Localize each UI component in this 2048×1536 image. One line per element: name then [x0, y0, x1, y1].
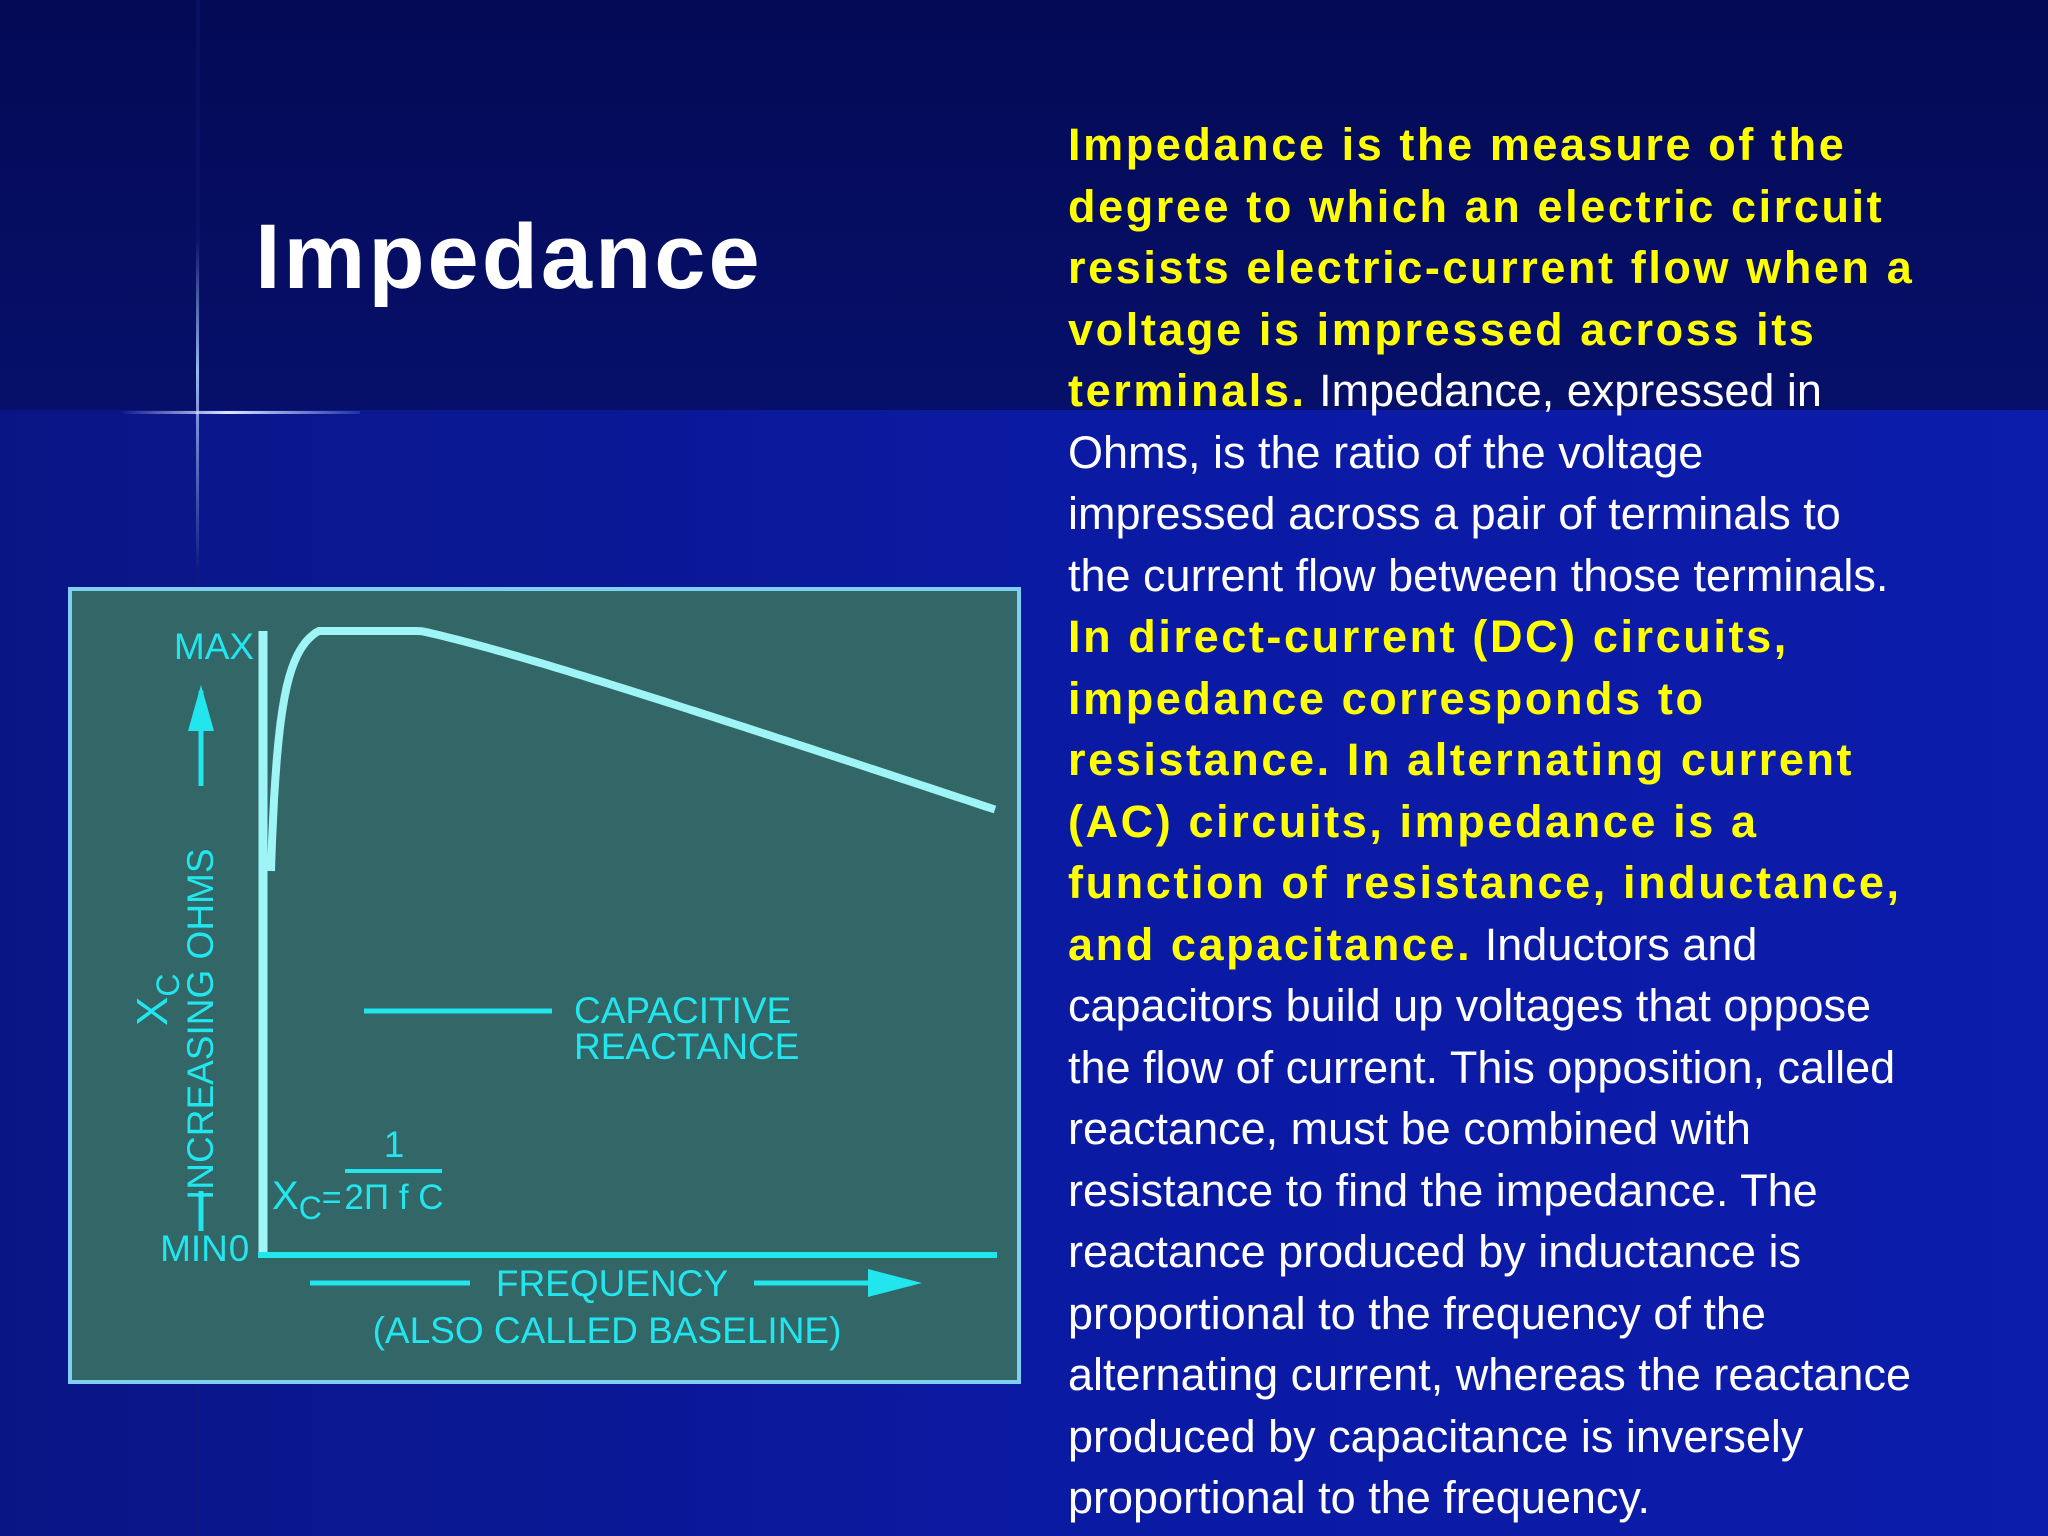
body-text-run: alternating current, whereas the reactan… [1068, 1349, 1911, 1400]
body-text-run: proportional to the frequency. [1068, 1472, 1651, 1523]
highlighted-text: resists electric-current flow when a [1068, 242, 1915, 293]
text-line: reactance, must be combined with [1068, 1098, 2028, 1160]
description-text: Impedance is the measure of the degree to… [1068, 114, 2028, 1529]
text-line: impressed across a pair of terminals to [1068, 483, 2028, 545]
text-line: produced by capacitance is inversely [1068, 1406, 2028, 1468]
highlighted-text: voltage is impressed across its [1068, 303, 1817, 355]
body-text-run: proportional to the frequency of the [1068, 1287, 1766, 1339]
text-line: function of resistance, inductance, [1068, 852, 2028, 914]
text-line: In direct-current (DC) circuits, [1068, 606, 2028, 668]
text-line: alternating current, whereas the reactan… [1068, 1344, 2028, 1406]
highlighted-text: and capacitance. [1068, 918, 1473, 970]
text-line: and capacitance. Inductors and [1068, 914, 2028, 976]
text-line: impedance corresponds to [1068, 668, 2028, 730]
frequency-arrow-right [754, 1269, 922, 1297]
text-line: reactance produced by inductance is [1068, 1221, 2028, 1283]
body-text-run: Impedance, expressed in [1306, 365, 1822, 416]
body-text-run: reactance, must be combined with [1068, 1103, 1751, 1154]
text-line: resists electric-current flow when a [1068, 237, 2028, 299]
body-text-run: Ohms, is the ratio of the voltage [1068, 426, 1704, 478]
highlighted-text: resistance. In alternating current [1068, 734, 1855, 785]
x-axis-label: FREQUENCY [496, 1263, 728, 1304]
text-line: proportional to the frequency of the [1068, 1283, 2028, 1345]
formula-lhs: XC= [272, 1174, 342, 1226]
text-line: resistance. In alternating current [1068, 729, 2028, 791]
formula-equals: = [322, 1179, 342, 1217]
text-line: the flow of current. This opposition, ca… [1068, 1037, 2028, 1099]
curve-label-line1: CAPACITIVE [574, 990, 791, 1031]
curve-label-line2: REACTANCE [574, 1026, 799, 1067]
y-max-label: MAX [174, 626, 254, 667]
text-line: Ohms, is the ratio of the voltage [1068, 422, 2028, 484]
formula-numerator: 1 [384, 1124, 405, 1165]
text-line: (AC) circuits, impedance is a [1068, 791, 2028, 853]
highlighted-text: function of resistance, inductance, [1068, 857, 1902, 908]
y-axis-symbol: XC [128, 974, 186, 1026]
y-axis-arrow [188, 685, 214, 786]
body-text-run: capacitors build up voltages that oppose [1068, 980, 1872, 1031]
formula-lhs-main: X [272, 1174, 299, 1218]
slide-header-band [0, 0, 2048, 410]
formula-denominator: 2Π f C [344, 1178, 443, 1217]
diagram-canvas: MAX MIN 0 INCREASING OHMS XC CAPACITIVE … [128, 626, 997, 1351]
y-axis-label: INCREASING OHMS [180, 848, 221, 1200]
formula-lhs-sub: C [299, 1190, 322, 1226]
text-line: Impedance is the measure of the [1068, 114, 2028, 176]
highlighted-text: impedance corresponds to [1068, 672, 1706, 724]
highlighted-text: (AC) circuits, impedance is a [1068, 795, 1759, 847]
text-line: resistance to find the impedance. The [1068, 1160, 2028, 1222]
body-text-run: the current flow between those terminals… [1068, 549, 1889, 601]
text-line: the current flow between those terminals… [1068, 545, 2028, 607]
capacitive-reactance-diagram: MAX MIN 0 INCREASING OHMS XC CAPACITIVE … [68, 587, 1021, 1384]
y-min-label: MIN [160, 1228, 228, 1269]
body-text-run: Inductors and [1472, 918, 1758, 970]
body-text-run: reactance produced by inductance is [1068, 1226, 1801, 1277]
decorative-vertical-line [196, 240, 199, 570]
origin-label: 0 [229, 1228, 250, 1269]
text-line: terminals. Impedance, expressed in [1068, 360, 2028, 422]
reactance-curve [267, 627, 997, 872]
highlighted-text: degree to which an electric circuit [1068, 180, 1885, 232]
x-axis-sublabel: (ALSO CALLED BASELINE) [373, 1310, 842, 1351]
slide-title: Impedance [255, 206, 763, 308]
text-line: capacitors build up voltages that oppose [1068, 975, 2028, 1037]
text-line: proportional to the frequency. [1068, 1467, 2028, 1529]
y-axis-symbol-sub: C [150, 974, 186, 997]
text-line: voltage is impressed across its [1068, 299, 2028, 361]
highlighted-text: Impedance is the measure of the [1068, 119, 1847, 170]
body-text-run: impressed across a pair of terminals to [1068, 488, 1841, 539]
body-text-run: resistance to find the impedance. The [1068, 1164, 1818, 1216]
text-line: degree to which an electric circuit [1068, 176, 2028, 238]
y-axis-symbol-main: X [128, 997, 177, 1026]
highlighted-text: terminals. [1068, 365, 1307, 416]
body-text-run: produced by capacitance is inversely [1068, 1410, 1804, 1462]
highlighted-text: In direct-current (DC) circuits, [1068, 611, 1789, 662]
decorative-horizontal-line [120, 411, 360, 414]
body-text-run: the flow of current. This opposition, ca… [1068, 1041, 1896, 1093]
